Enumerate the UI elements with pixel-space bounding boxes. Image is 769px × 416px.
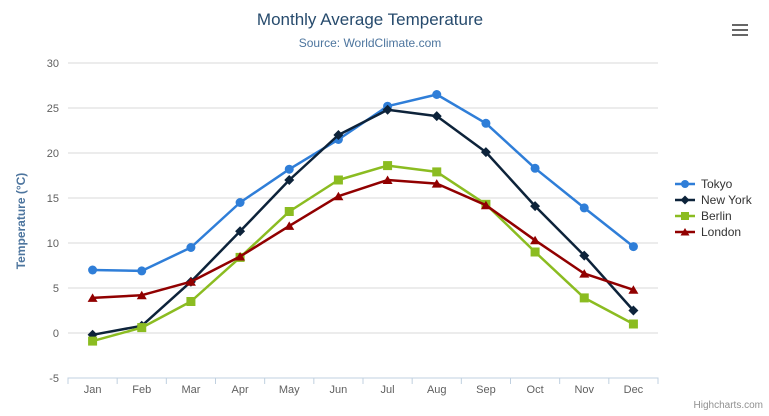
diamond-marker-icon <box>675 195 695 205</box>
point-london-jan <box>87 293 98 302</box>
hamburger-menu-icon <box>732 28 748 32</box>
point-new-york-oct <box>530 201 541 212</box>
point-london-may <box>284 221 295 230</box>
legend-label: New York <box>701 193 752 207</box>
series-tokyo[interactable] <box>88 90 638 276</box>
point-berlin-oct <box>530 247 540 257</box>
point-tokyo-sep <box>481 118 491 128</box>
y-axis-label: 30 <box>47 58 59 70</box>
series-london[interactable] <box>87 175 639 302</box>
hamburger-menu-icon <box>732 23 748 27</box>
point-london-nov <box>579 269 590 278</box>
point-tokyo-aug <box>432 90 442 99</box>
x-axis-label: Apr <box>232 384 249 396</box>
context-menu-button[interactable] <box>729 19 753 41</box>
x-axis-label: Nov <box>574 384 594 396</box>
legend-item-london[interactable]: London <box>674 224 752 240</box>
point-london-feb <box>136 290 147 300</box>
legend-label: Tokyo <box>701 177 733 191</box>
series-new-york[interactable] <box>87 104 639 340</box>
point-berlin-jul <box>383 161 393 171</box>
point-london-jul <box>382 175 393 184</box>
x-axis-label: Jun <box>330 384 348 396</box>
point-new-york-jun <box>333 130 344 140</box>
point-new-york-may <box>284 175 295 185</box>
triangle-marker-icon <box>675 228 695 236</box>
point-new-york-jul <box>382 104 393 115</box>
point-berlin-feb <box>137 323 147 333</box>
y-axis-label: 25 <box>47 103 59 115</box>
point-new-york-aug <box>431 111 442 122</box>
point-berlin-may <box>284 207 294 216</box>
y-axis-label: 0 <box>53 328 59 340</box>
point-berlin-nov <box>579 293 589 303</box>
point-new-york-apr <box>235 226 246 237</box>
legend-label: Berlin <box>701 209 732 223</box>
legend-item-new-york[interactable]: New York <box>674 192 752 208</box>
point-london-apr <box>235 252 246 261</box>
point-tokyo-may <box>284 164 294 174</box>
legend-item-berlin[interactable]: Berlin <box>674 208 752 224</box>
point-tokyo-jan <box>88 265 98 275</box>
point-berlin-mar <box>186 297 196 306</box>
point-new-york-dec <box>628 305 639 316</box>
x-axis-label: Aug <box>427 384 447 396</box>
point-berlin-jun <box>333 175 343 185</box>
credits-link[interactable]: Highcharts.com <box>693 400 763 411</box>
legend-item-tokyo[interactable]: Tokyo <box>674 176 752 192</box>
point-berlin-aug <box>432 167 442 177</box>
square-marker-icon <box>675 212 695 220</box>
x-axis-label: Feb <box>132 384 151 396</box>
chart-title: Monthly Average Temperature <box>256 10 484 29</box>
point-tokyo-dec <box>628 242 638 252</box>
legend: Tokyo New York Berlin London <box>674 176 752 240</box>
point-tokyo-feb <box>137 266 147 276</box>
point-tokyo-nov <box>579 203 589 213</box>
point-berlin-jan <box>88 336 98 346</box>
point-new-york-nov <box>579 250 590 261</box>
point-london-jun <box>333 191 344 201</box>
chart-subtitle: Source: WorldClimate.com <box>298 36 442 50</box>
y-axis-label: 20 <box>47 148 59 160</box>
point-london-oct <box>530 235 541 245</box>
point-new-york-sep <box>480 147 491 158</box>
point-london-dec <box>628 285 639 294</box>
point-tokyo-mar <box>186 243 196 252</box>
x-axis-label: May <box>279 384 300 396</box>
x-axis-label: Sep <box>476 384 496 396</box>
circle-marker-icon <box>675 180 695 188</box>
point-tokyo-oct <box>530 163 540 173</box>
point-berlin-dec <box>628 319 638 329</box>
y-axis-label: -5 <box>49 373 59 385</box>
point-tokyo-apr <box>235 198 245 207</box>
y-axis-title: Temperature (°C) <box>14 173 28 270</box>
x-axis-label: Jan <box>84 384 102 396</box>
y-axis-label: 5 <box>53 283 59 295</box>
point-london-mar <box>185 277 196 286</box>
y-axis-label: 10 <box>47 238 59 250</box>
x-axis-label: Oct <box>527 384 544 396</box>
x-axis-label: Mar <box>181 384 200 396</box>
point-london-aug <box>431 179 442 188</box>
x-axis-label: Dec <box>624 384 644 396</box>
y-axis-label: 15 <box>47 193 59 205</box>
hamburger-menu-icon <box>732 33 748 37</box>
x-axis-label: Jul <box>381 384 395 396</box>
point-london-sep <box>480 200 491 210</box>
legend-label: London <box>701 225 742 239</box>
